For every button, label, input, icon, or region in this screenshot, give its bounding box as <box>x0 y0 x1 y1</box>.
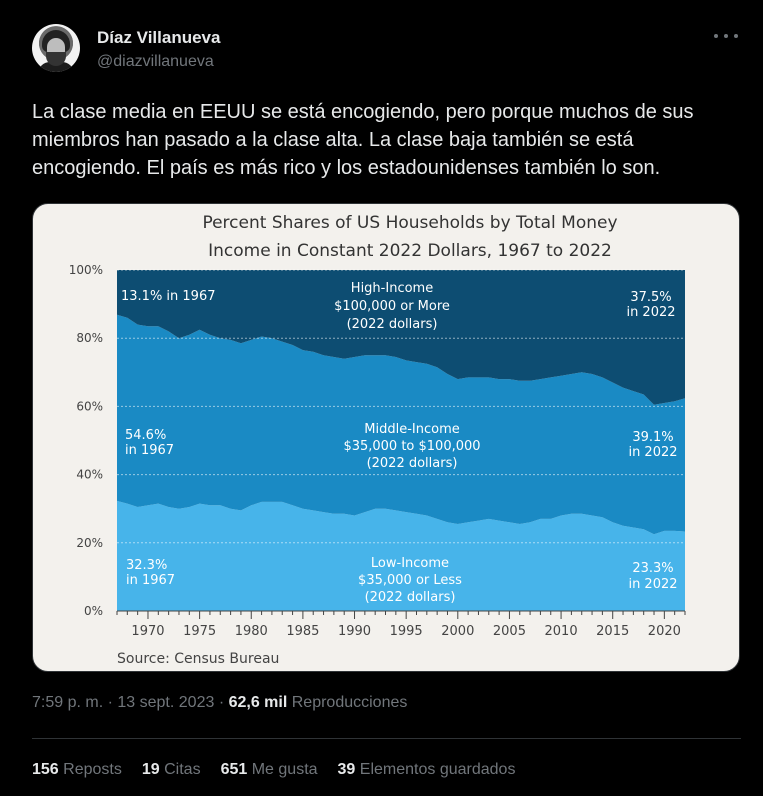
x-tick-label: 1975 <box>183 624 216 639</box>
tweet-media-chart[interactable]: Percent Shares of US Households by Total… <box>32 203 740 672</box>
views-label: Reproducciones <box>291 694 408 711</box>
x-tick-label: 1970 <box>131 624 164 639</box>
tweet-stats: 156 Reposts 19 Citas 651 Me gusta 39 Ele… <box>32 761 515 779</box>
grid-lines <box>117 269 685 544</box>
x-tick-label: 1990 <box>338 624 371 639</box>
chart-source: Source: Census Bureau <box>117 651 279 667</box>
reposts-count: 156 <box>32 761 59 778</box>
x-tick-label: 1995 <box>390 624 423 639</box>
x-tick-label: 2000 <box>441 624 474 639</box>
quotes-label: Citas <box>164 761 201 778</box>
low-center-label-2: $35,000 or Less <box>358 573 462 588</box>
more-dot <box>714 34 718 38</box>
reposts-stat[interactable]: 156 Reposts <box>32 761 122 779</box>
author-handle[interactable]: @diazvillanueva <box>97 53 214 70</box>
middle-center-label-2: $35,000 to $100,000 <box>343 439 480 454</box>
bookmarks-count: 39 <box>337 761 356 778</box>
chart-annotations: 13.1% in 1967 High-Income $100,000 or Mo… <box>121 281 678 605</box>
middle-right-label-2: in 2022 <box>628 445 677 460</box>
avatar[interactable] <box>32 24 80 72</box>
low-left-label-2: in 1967 <box>126 573 175 588</box>
middle-center-label-1: Middle-Income <box>364 422 459 437</box>
avatar-beard-shape <box>46 52 66 66</box>
quotes-count: 19 <box>141 761 160 778</box>
chart-title-line1: Percent Shares of US Households by Total… <box>202 213 617 233</box>
reposts-label: Reposts <box>63 761 122 778</box>
tweet-meta: 7:59 p. m. · 13 sept. 2023 · 62,6 mil Re… <box>32 694 407 712</box>
high-center-label-1: High-Income <box>351 281 433 296</box>
tweet-time[interactable]: 7:59 p. m. <box>32 694 104 711</box>
x-tick-label: 2020 <box>648 624 681 639</box>
chart-svg: Percent Shares of US Households by Total… <box>69 213 686 667</box>
bookmarks-stat[interactable]: 39 Elementos guardados <box>338 761 516 779</box>
high-right-label-2: in 2022 <box>626 305 675 320</box>
middle-right-label-1: 39.1% <box>632 430 673 445</box>
y-tick-label: 40% <box>76 468 103 482</box>
high-right-label-1: 37.5% <box>630 290 671 305</box>
likes-count: 651 <box>220 761 248 778</box>
x-tick-label: 1980 <box>235 624 268 639</box>
area-low-income <box>117 500 685 611</box>
tweet-date[interactable]: 13 sept. 2023 <box>117 694 215 711</box>
x-tick-label: 2010 <box>545 624 578 639</box>
area-high-income <box>117 270 685 405</box>
middle-left-label-2: in 1967 <box>125 443 174 458</box>
x-tick-label: 2015 <box>596 624 629 639</box>
y-tick-label: 60% <box>76 399 103 413</box>
y-tick-label: 80% <box>76 331 103 345</box>
area-middle-income <box>117 314 685 535</box>
y-axis: 0% 20% 40% 60% 80% 100% <box>69 263 103 618</box>
more-options-icon[interactable] <box>714 26 738 46</box>
low-right-label-1: 23.3% <box>632 561 673 576</box>
low-right-label-2: in 2022 <box>628 577 677 592</box>
low-left-label-1: 32.3% <box>126 558 167 573</box>
x-tick-label: 1985 <box>286 624 319 639</box>
likes-stat[interactable]: 651 Me gusta <box>221 761 318 779</box>
middle-left-label-1: 54.6% <box>125 428 166 443</box>
tweet-header: Díaz Villanueva @diazvillanueva <box>32 22 742 74</box>
high-center-label-2: $100,000 or More <box>334 299 450 314</box>
views-count: 62,6 mil <box>228 694 288 711</box>
y-tick-label: 20% <box>76 536 103 550</box>
more-dot <box>724 34 728 38</box>
more-dot <box>734 34 738 38</box>
likes-label: Me gusta <box>251 761 318 778</box>
meta-separator: · <box>107 694 113 711</box>
y-tick-label: 0% <box>84 604 103 618</box>
plot-areas <box>117 270 685 611</box>
avatar-body-shape <box>38 62 74 72</box>
low-center-label-3: (2022 dollars) <box>365 590 456 605</box>
chart-title-line2: Income in Constant 2022 Dollars, 1967 to… <box>208 241 612 261</box>
divider <box>32 738 741 739</box>
quotes-stat[interactable]: 19 Citas <box>142 761 201 779</box>
author-name[interactable]: Díaz Villanueva <box>97 28 221 47</box>
low-center-label-1: Low-Income <box>371 556 449 571</box>
high-center-label-3: (2022 dollars) <box>347 317 438 332</box>
x-tick-label: 2005 <box>493 624 526 639</box>
tweet-text: La clase media en EEUU se está encogiend… <box>32 101 694 179</box>
high-left-label: 13.1% in 1967 <box>121 289 216 304</box>
y-tick-label: 100% <box>69 263 103 277</box>
meta-separator: · <box>218 694 225 711</box>
x-axis: 1970 1975 1980 1985 1990 1995 2000 2005 2010 2015… <box>116 610 686 639</box>
middle-center-label-3: (2022 dollars) <box>367 456 458 471</box>
bookmarks-label: Elementos guardados <box>359 761 516 778</box>
